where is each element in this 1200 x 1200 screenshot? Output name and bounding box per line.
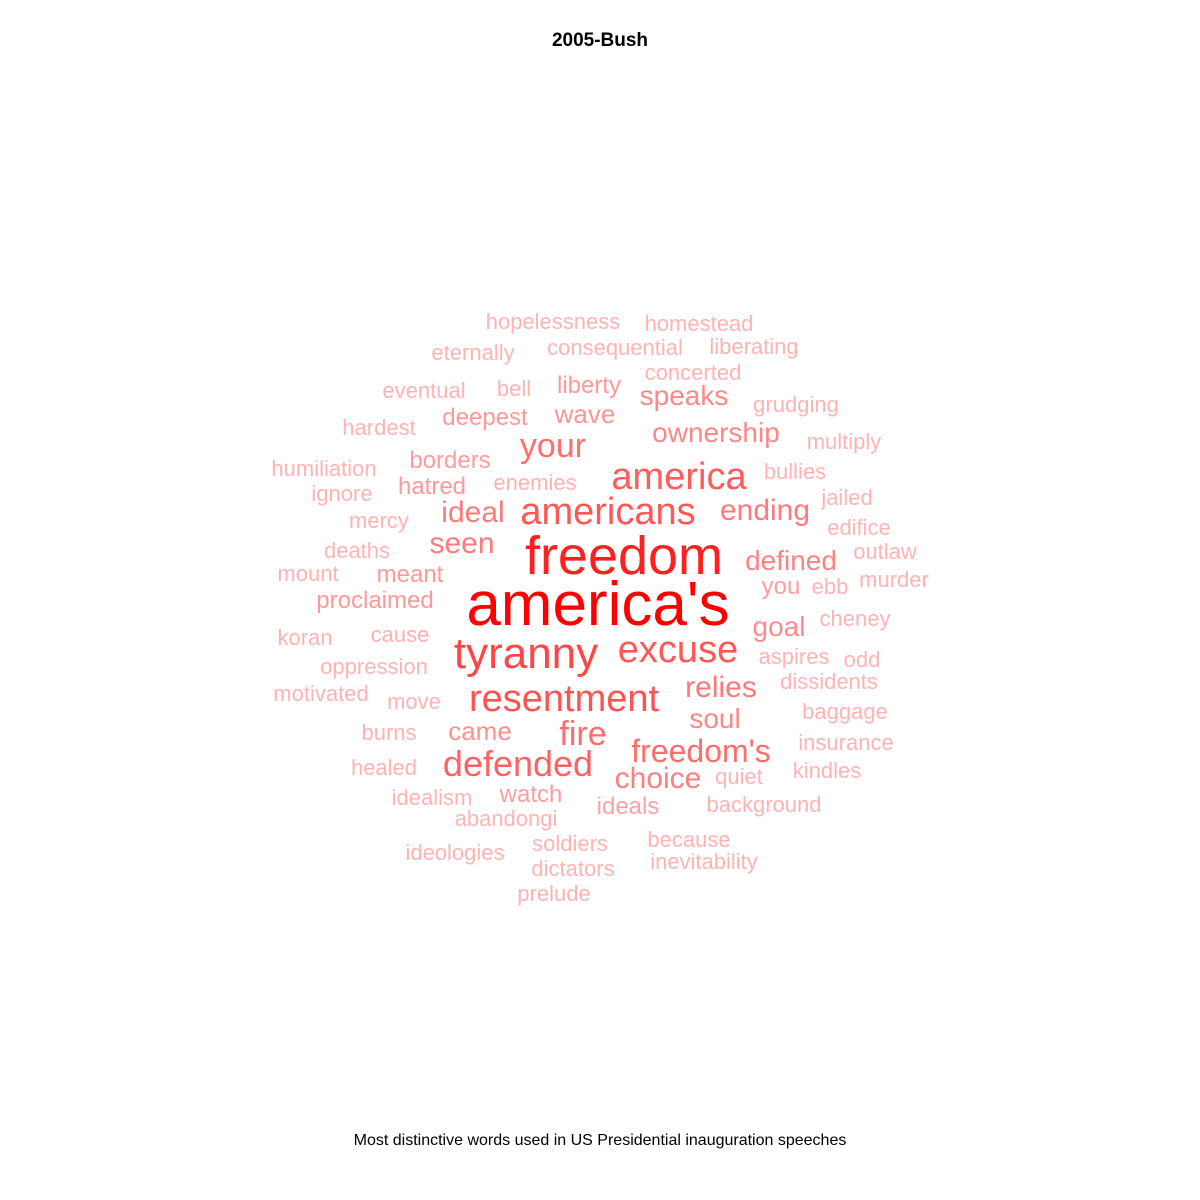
word-background: background [707, 792, 822, 817]
word-tyranny: tyranny [454, 629, 598, 678]
word-goal: goal [753, 611, 806, 642]
word-ebb: ebb [812, 574, 849, 599]
word-idealism: idealism [392, 785, 473, 810]
word-ending: ending [720, 494, 810, 527]
word-liberating: liberating [709, 334, 798, 359]
word-resentment: resentment [469, 678, 660, 720]
word-defended: defended [443, 743, 593, 784]
word-concerted: concerted [645, 360, 742, 385]
word-quiet: quiet [715, 764, 763, 789]
word-abandongi: abandongi [455, 806, 558, 831]
word-ideal: ideal [441, 496, 504, 529]
word-bell: bell [497, 376, 531, 401]
word-inevitability: inevitability [650, 849, 758, 874]
word-aspires: aspires [759, 644, 830, 669]
word-outlaw: outlaw [853, 539, 917, 564]
word-seen: seen [429, 527, 494, 560]
word-murder: murder [859, 567, 929, 592]
word-baggage: baggage [802, 699, 888, 724]
word-healed: healed [351, 755, 417, 780]
word-soul: soul [689, 703, 740, 734]
word-meant: meant [377, 561, 444, 588]
word-cause: cause [371, 622, 430, 647]
word-ideologies: ideologies [405, 840, 504, 865]
word-burns: burns [361, 720, 416, 745]
word-ignore: ignore [311, 481, 372, 506]
word-edifice: edifice [827, 515, 891, 540]
word-watch: watch [499, 781, 563, 808]
word-jailed: jailed [820, 485, 872, 510]
word-kindles: kindles [793, 758, 861, 783]
word-move: move [387, 689, 441, 714]
word-consequential: consequential [547, 335, 683, 360]
word-came: came [448, 716, 512, 746]
word-hopelessness: hopelessness [486, 309, 621, 334]
word-speaks: speaks [640, 380, 729, 411]
word-motivated: motivated [273, 681, 368, 706]
word-eternally: eternally [431, 340, 514, 365]
word-americans: americans [520, 491, 695, 533]
word-koran: koran [277, 625, 332, 650]
word-enemies: enemies [493, 470, 576, 495]
word-mount: mount [277, 561, 338, 586]
word-excuse: excuse [618, 629, 738, 671]
chart-caption: Most distinctive words used in US Presid… [353, 1132, 847, 1149]
word-odd: odd [844, 647, 881, 672]
word-you: you [762, 573, 801, 600]
word-ideals: ideals [597, 793, 660, 820]
word-liberty: liberty [557, 372, 621, 399]
word-deaths: deaths [324, 538, 390, 563]
word-prelude: prelude [517, 881, 590, 906]
word-oppression: oppression [320, 654, 428, 679]
word-soldiers: soldiers [532, 831, 608, 856]
word-deepest: deepest [442, 404, 528, 431]
word-grudging: grudging [753, 392, 839, 417]
word-ownership: ownership [652, 417, 780, 448]
word-hatred: hatred [398, 473, 466, 500]
word-fire: fire [559, 715, 606, 753]
word-multiply: multiply [807, 429, 882, 454]
word-choice: choice [615, 762, 702, 795]
word-your: your [520, 427, 586, 465]
word-eventual: eventual [382, 378, 465, 403]
word-because: because [647, 827, 730, 852]
word-america: america [611, 456, 747, 498]
word-dissidents: dissidents [780, 669, 878, 694]
word-hardest: hardest [342, 415, 415, 440]
word-homestead: homestead [645, 311, 754, 336]
word-proclaimed: proclaimed [316, 587, 433, 614]
word-insurance: insurance [798, 730, 893, 755]
word-relies: relies [685, 671, 757, 704]
word-cheney: cheney [820, 606, 891, 631]
word-humiliation: humiliation [271, 456, 376, 481]
word-america-s: america's [466, 570, 729, 639]
chart-title: 2005-Bush [551, 30, 649, 51]
word-dictators: dictators [531, 856, 614, 881]
word-bullies: bullies [764, 459, 826, 484]
word-borders: borders [409, 447, 490, 474]
word-mercy: mercy [349, 508, 409, 533]
word-wave: wave [554, 399, 616, 429]
word-freedom-s: freedom's [631, 733, 771, 769]
word-freedom: freedom [525, 526, 723, 586]
word-defined: defined [745, 545, 837, 576]
